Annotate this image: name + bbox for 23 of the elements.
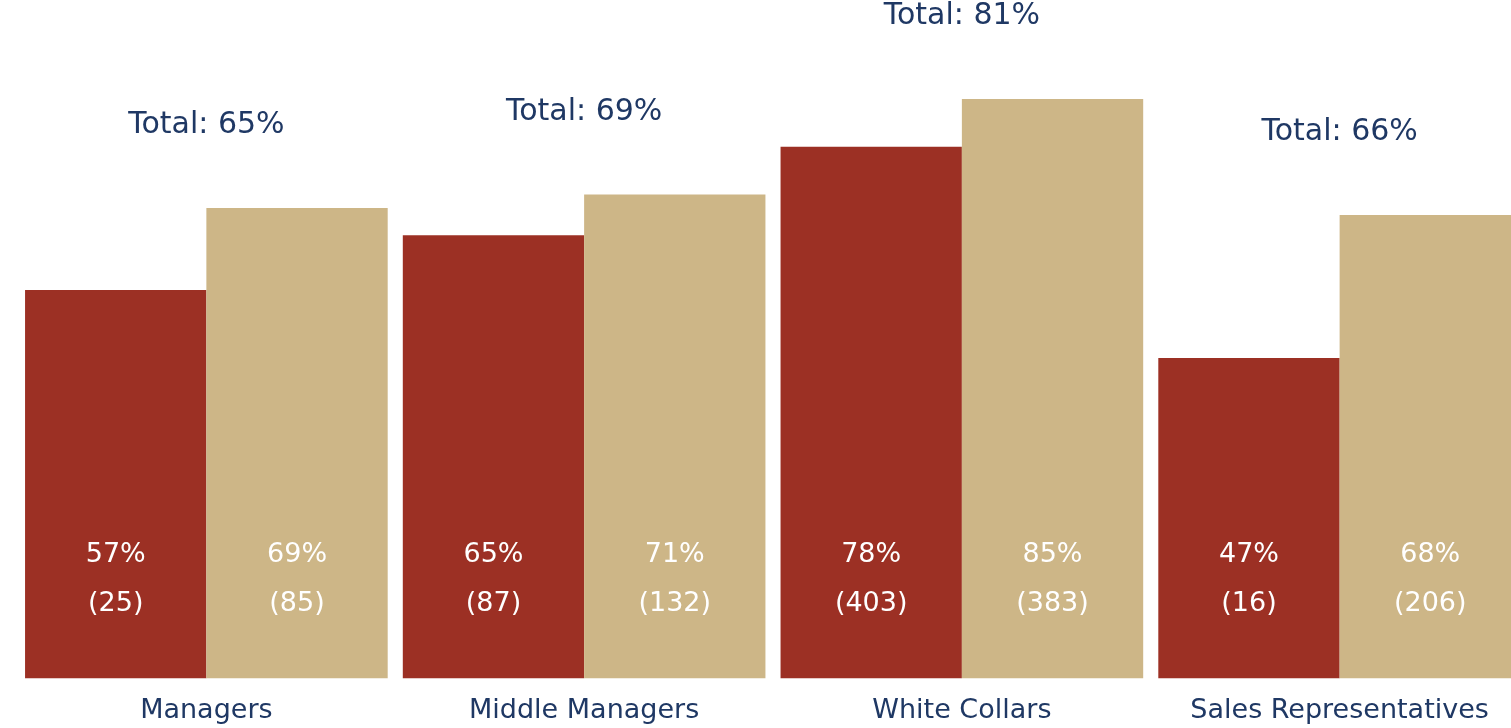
data-label: 69% (85) [267,536,328,618]
bar [25,289,207,679]
bar [780,146,962,679]
annotation: Total: 69% [504,91,663,127]
data-label: 57% (25) [85,536,146,618]
data-label: 71% (132) [638,536,712,618]
annotation: Total: 65% [127,105,285,141]
data-label: 85% (383) [1016,536,1089,618]
x-tick-label: Middle Managers [469,692,700,724]
bar [402,235,585,679]
bar [206,208,388,679]
bar [1158,358,1340,679]
x-tick-label: Sales Representatives [1190,692,1489,724]
data-label: 47% (16) [1218,536,1279,618]
data-label: 78% (403) [834,536,908,618]
bar [584,194,766,679]
text: Total: 81% [882,0,1041,32]
x-tick-label: White Collars [872,692,1052,724]
data-label: 65% (87) [463,536,524,618]
annotation: Total: 66% [1260,112,1418,148]
data-label: 68% (206) [1393,536,1467,618]
bar [961,99,1144,679]
x-tick-label: Managers [140,692,273,724]
